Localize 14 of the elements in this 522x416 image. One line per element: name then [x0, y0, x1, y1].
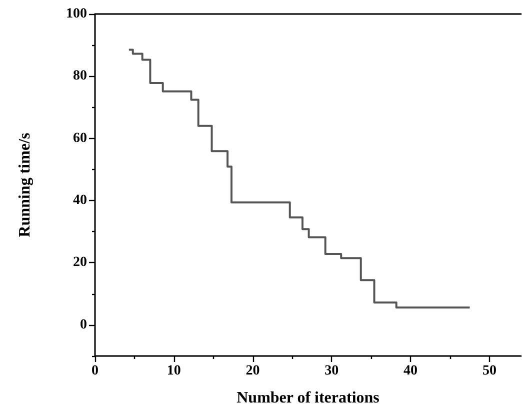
x-tick-label: 0 — [92, 364, 98, 378]
y-tick-label: 80 — [73, 68, 87, 84]
y-axis-title: Running time/s — [16, 132, 34, 238]
x-tick-label: 20 — [246, 364, 260, 378]
x-axis-title: Number of iterations — [236, 390, 380, 406]
y-tick-label: 100 — [66, 6, 87, 22]
x-tick-label: 50 — [482, 364, 496, 378]
y-tick-label: 20 — [73, 255, 87, 270]
x-tick-label: 30 — [324, 364, 339, 378]
y-tick-label: 0 — [80, 317, 87, 332]
x-tick-label: 40 — [404, 364, 418, 378]
y-tick-label: 40 — [73, 193, 87, 208]
y-tick-label: 60 — [73, 130, 87, 146]
x-tick-label: 10 — [166, 364, 181, 378]
